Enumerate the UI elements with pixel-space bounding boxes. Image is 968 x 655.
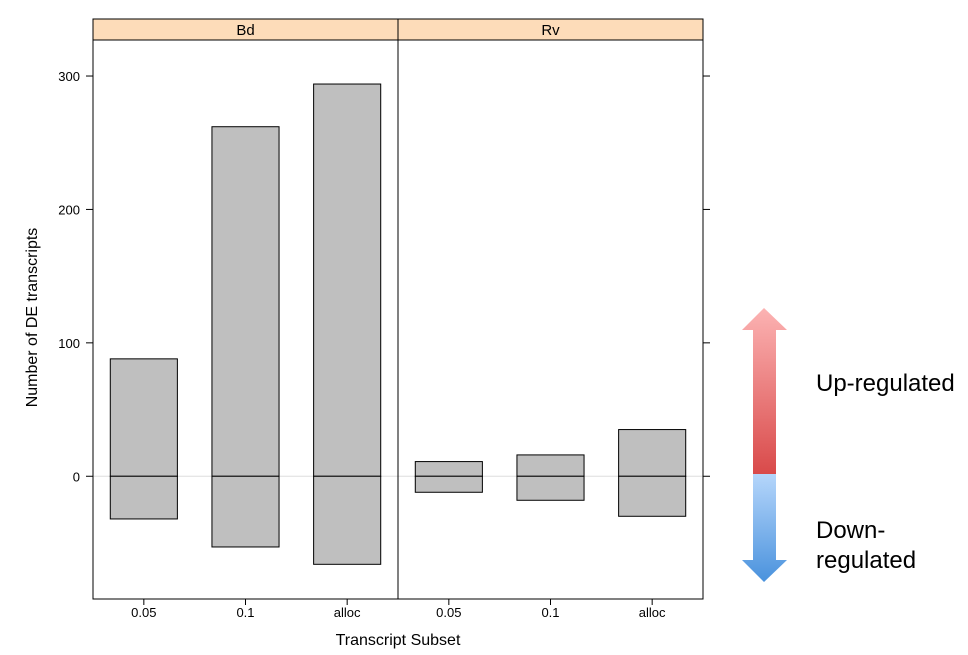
- bar-down: [618, 475, 687, 517]
- bar-up: [414, 461, 483, 477]
- regulation-arrow-icon: [742, 308, 787, 582]
- y-tick-label: 100: [58, 336, 80, 351]
- bar-down: [516, 475, 585, 501]
- bar-up: [109, 358, 178, 477]
- bar-down: [109, 475, 178, 520]
- bar-up: [313, 83, 382, 477]
- up-arrow-icon: [742, 308, 787, 474]
- plot-area: Bd Rv 0.05 0.1 alloc 0.05 0.1 alloc 0 100 200 300 Tr…: [24, 18, 710, 649]
- x-tick-label: alloc: [334, 605, 361, 620]
- bar-up: [211, 126, 280, 477]
- bar-down: [211, 475, 280, 548]
- y-tick-label: 300: [58, 69, 80, 84]
- bar-up: [516, 454, 585, 477]
- x-tick-label: alloc: [639, 605, 666, 620]
- up-regulated-label: Up-regulated: [816, 370, 955, 397]
- down-arrow-icon: [742, 474, 787, 582]
- down-regulated-label: Down-regulated: [816, 517, 917, 574]
- x-tick-label: 0.05: [436, 605, 461, 620]
- panel-strip-label: Bd: [236, 22, 254, 39]
- x-tick-label: 0.1: [236, 605, 254, 620]
- panel-strip-label: Rv: [541, 22, 560, 39]
- panel-frame: [397, 39, 704, 600]
- x-tick-label: 0.1: [541, 605, 559, 620]
- y-tick-label: 0: [73, 469, 80, 484]
- x-axis-title: Transcript Subset: [336, 632, 461, 649]
- bar-down: [414, 475, 483, 493]
- y-tick-label: 200: [58, 202, 80, 217]
- y-axis-title: Number of DE transcripts: [24, 228, 41, 408]
- bar-up: [618, 429, 687, 477]
- bar-down: [313, 475, 382, 565]
- x-tick-label: 0.05: [131, 605, 156, 620]
